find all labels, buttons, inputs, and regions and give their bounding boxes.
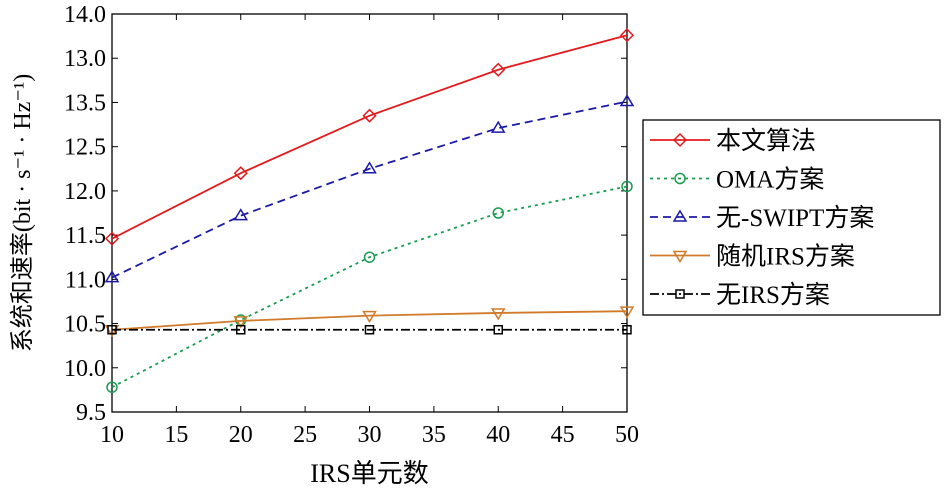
y-tick-label: 10.0 — [64, 356, 106, 382]
x-tick-label: 40 — [486, 422, 510, 448]
x-tick-label: 15 — [164, 422, 188, 448]
data-point — [363, 251, 376, 263]
x-tick-label: 20 — [229, 422, 253, 448]
data-point — [621, 180, 633, 193]
y-tick-label: 13.0 — [64, 46, 106, 72]
x-tick-label: 25 — [293, 422, 317, 448]
data-point — [491, 62, 506, 77]
data-point — [490, 120, 506, 133]
legend-label: OMA方案 — [716, 166, 824, 194]
data-point — [362, 161, 377, 174]
y-tick-label: 12.5 — [64, 135, 106, 161]
y-tick-label: 13.5 — [64, 90, 106, 116]
y-tick-label: 11.0 — [65, 267, 106, 293]
x-tick-label: 10 — [100, 422, 124, 448]
legend-marker — [675, 289, 685, 299]
data-point — [107, 324, 117, 335]
legend-label: 无IRS方案 — [716, 281, 830, 309]
legend-label: 无-SWIPT方案 — [716, 204, 874, 232]
data-point — [233, 316, 249, 329]
series-4 — [107, 324, 632, 335]
data-point — [364, 324, 375, 335]
legend-label: 随机IRS方案 — [716, 243, 855, 271]
data-point — [490, 308, 506, 321]
x-tick-label: 45 — [551, 422, 575, 448]
y-tick-label: 14.0 — [64, 2, 106, 28]
series-line — [111, 185, 628, 389]
series-line — [111, 310, 628, 331]
legend-marker — [672, 250, 688, 263]
data-point — [106, 381, 118, 393]
series-line — [111, 34, 628, 240]
legend-marker — [674, 172, 686, 185]
data-point — [619, 94, 635, 107]
series-3 — [104, 306, 635, 338]
data-point — [233, 166, 248, 181]
x-tick-label: 30 — [358, 422, 382, 448]
data-point — [362, 108, 377, 123]
series-0 — [104, 28, 635, 246]
legend-marker — [672, 209, 688, 222]
series-2 — [104, 94, 635, 283]
legend-label: 本文算法 — [716, 127, 816, 155]
series-1 — [106, 180, 633, 393]
legend-marker — [672, 132, 688, 148]
y-tick-label: 12.0 — [64, 179, 106, 205]
data-point — [492, 207, 504, 219]
data-point — [493, 324, 503, 335]
y-tick-label: 9.5 — [76, 400, 106, 426]
x-axis-label: IRS单元数 — [310, 459, 428, 488]
data-point — [622, 324, 632, 335]
data-point — [236, 324, 246, 335]
y-tick-label: 10.5 — [64, 312, 106, 338]
plot-area — [111, 13, 628, 413]
data-point — [619, 28, 635, 43]
data-point — [619, 306, 635, 319]
data-point — [233, 208, 249, 221]
x-tick-label: 35 — [422, 422, 446, 448]
series-line — [111, 100, 628, 279]
x-tick-label: 50 — [615, 422, 639, 448]
data-point — [104, 231, 120, 246]
y-axis-label: 系统和速率(bit · s⁻¹ · Hz⁻¹) — [9, 74, 36, 352]
data-point — [362, 310, 377, 324]
y-tick-label: 11.5 — [65, 223, 106, 249]
data-point — [104, 270, 120, 283]
